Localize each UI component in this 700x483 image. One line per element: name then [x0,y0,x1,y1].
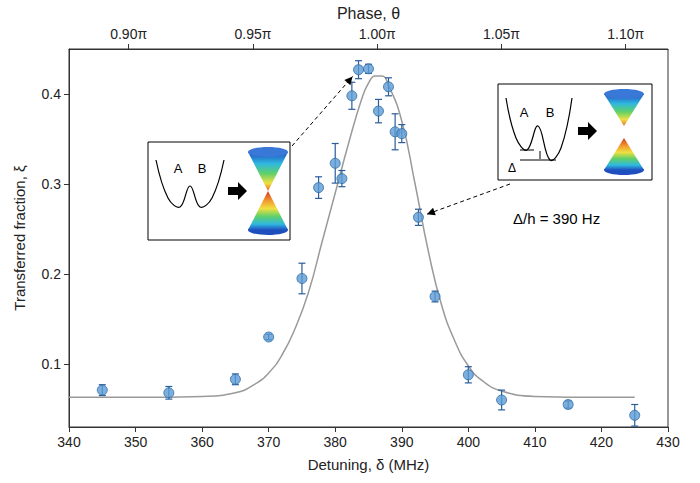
svg-text:370: 370 [257,434,281,450]
svg-text:430: 430 [656,434,680,450]
svg-text:420: 420 [590,434,614,450]
svg-text:1.00π: 1.00π [359,26,396,42]
svg-text:340: 340 [57,434,81,450]
svg-text:0.1: 0.1 [42,356,62,372]
svg-text:A: A [520,105,529,120]
svg-text:Detuning, δ (MHz): Detuning, δ (MHz) [308,456,430,473]
svg-text:0.95π: 0.95π [234,26,271,42]
svg-text:400: 400 [457,434,481,450]
svg-text:350: 350 [124,434,148,450]
svg-text:0.90π: 0.90π [110,26,147,42]
svg-text:410: 410 [523,434,547,450]
svg-text:360: 360 [190,434,214,450]
svg-text:0.2: 0.2 [42,266,62,282]
svg-text:B: B [546,105,555,120]
svg-text:B: B [198,161,207,176]
svg-text:Δ/h = 390 Hz: Δ/h = 390 Hz [513,210,600,227]
svg-text:0.4: 0.4 [42,86,62,102]
svg-text:390: 390 [390,434,414,450]
svg-text:A: A [174,161,183,176]
svg-text:Transferred fraction, ξ: Transferred fraction, ξ [11,165,28,311]
svg-text:1.10π: 1.10π [607,26,644,42]
svg-text:0.3: 0.3 [42,176,62,192]
svg-text:1.05π: 1.05π [483,26,520,42]
svg-text:Phase, θ: Phase, θ [337,5,400,22]
svg-text:Δ: Δ [508,161,516,175]
svg-text:380: 380 [324,434,348,450]
